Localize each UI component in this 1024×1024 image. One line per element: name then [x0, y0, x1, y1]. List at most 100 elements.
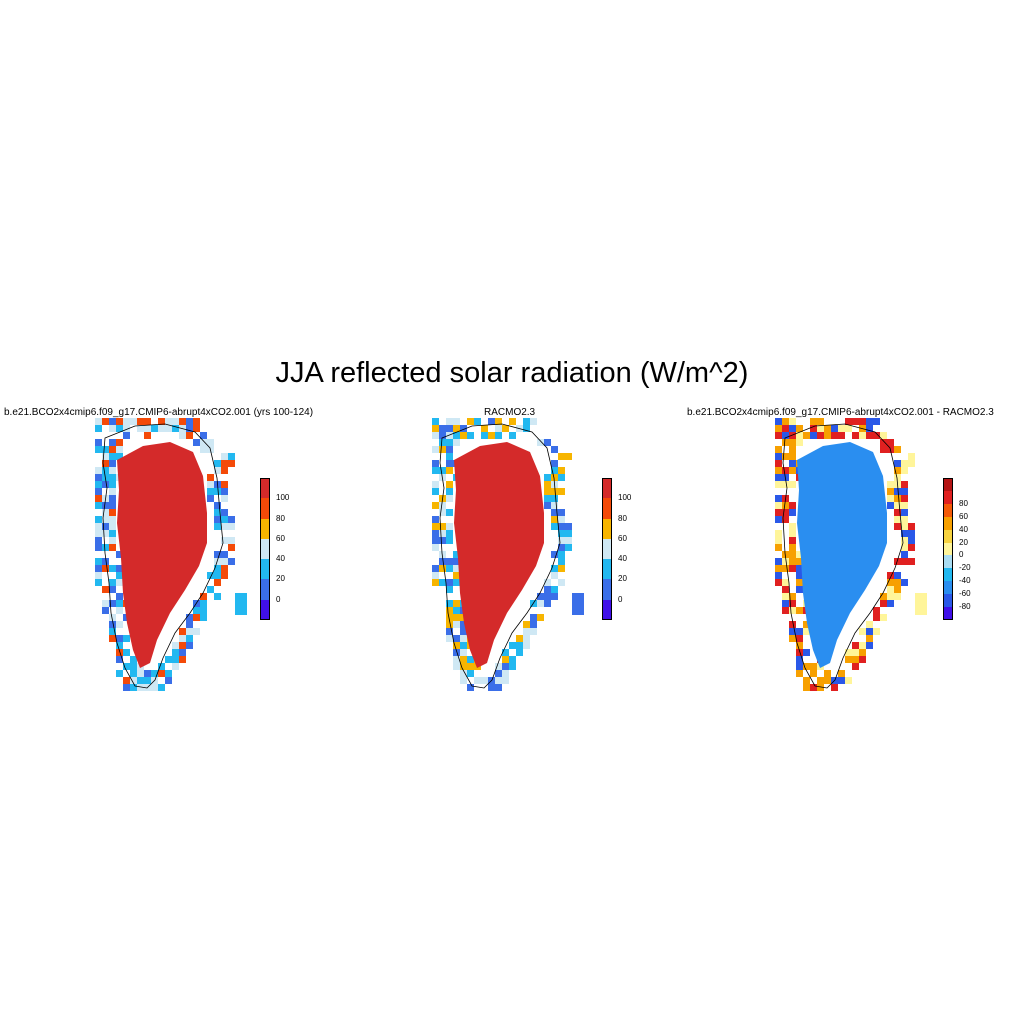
map-grid-cell — [172, 656, 179, 663]
map-grid-cell — [894, 586, 901, 593]
map-grid-cell — [221, 523, 228, 530]
map-grid-cell — [789, 432, 796, 439]
map-grid-cell — [221, 467, 228, 474]
map-grid-cell — [565, 453, 572, 460]
map-grid-cell — [109, 621, 116, 628]
map-grid-cell — [894, 572, 901, 579]
map-grid-cell — [551, 551, 558, 558]
map-grid-cell — [165, 425, 172, 432]
map-grid-cell — [186, 642, 193, 649]
colorbar-swatch — [943, 529, 953, 543]
map-grid-cell — [179, 628, 186, 635]
map-grid-cell — [894, 474, 901, 481]
map-grid-cell — [845, 418, 852, 425]
map-grid-cell — [789, 565, 796, 572]
map-grid-cell — [186, 621, 193, 628]
map-grid-cell — [544, 586, 551, 593]
map-grid-cell — [432, 530, 439, 537]
map-grid-cell — [789, 523, 796, 530]
map-grid-cell — [172, 663, 179, 670]
map-grid-cell — [158, 684, 165, 691]
map-grid-cell — [908, 530, 915, 537]
map-grid-cell — [551, 523, 558, 530]
colorbar-swatch — [943, 516, 953, 530]
map-grid-cell — [887, 481, 894, 488]
map-grid-cell — [200, 593, 207, 600]
map-grid-cell — [439, 432, 446, 439]
map-grid-cell — [509, 663, 516, 670]
map-grid-cell — [901, 488, 908, 495]
map-grid-cell — [775, 481, 782, 488]
map-grid-cell — [775, 565, 782, 572]
map-grid-cell — [901, 537, 908, 544]
colorbar-swatch — [602, 579, 612, 600]
map-grid-cell — [544, 488, 551, 495]
map-grid-cell — [102, 544, 109, 551]
map-grid-cell — [179, 418, 186, 425]
map-grid-cell — [453, 439, 460, 446]
map-grid-cell — [838, 432, 845, 439]
map-grid-cell — [439, 579, 446, 586]
map-grid-cell — [887, 586, 894, 593]
map-grid-cell — [901, 495, 908, 502]
map-grid-cell — [495, 432, 502, 439]
map-grid-cell — [116, 439, 123, 446]
map-grid-cell — [775, 516, 782, 523]
map-grid-cell — [186, 432, 193, 439]
map-grid-cell — [102, 607, 109, 614]
colorbar-swatch — [260, 599, 270, 620]
map-grid-cell — [123, 635, 130, 642]
map-grid-cell — [95, 572, 102, 579]
map-grid-cell — [894, 467, 901, 474]
map-grid-cell — [109, 460, 116, 467]
map-grid-cell — [151, 684, 158, 691]
colorbar-swatch — [260, 538, 270, 560]
panel-title-obs: RACMO2.3 — [484, 407, 536, 418]
map-grid-cell — [214, 579, 221, 586]
map-grid-cell — [789, 621, 796, 628]
map-grid-cell — [130, 670, 137, 677]
map-grid-cell — [551, 467, 558, 474]
map-grid-cell — [789, 418, 796, 425]
map-grid-cell — [530, 418, 537, 425]
map-grid-cell — [109, 474, 116, 481]
map-grid-cell — [453, 607, 460, 614]
map-grid-cell — [789, 481, 796, 488]
map-grid-cell — [446, 446, 453, 453]
map-grid-cell — [109, 439, 116, 446]
map-grid-cell — [179, 635, 186, 642]
map-grid-cell — [565, 537, 572, 544]
map-grid-cell — [866, 425, 873, 432]
map-grid-cell — [901, 460, 908, 467]
map-grid-cell — [460, 670, 467, 677]
map-grid-cell — [221, 572, 228, 579]
map-grid-cell — [446, 621, 453, 628]
map-grid-cell — [214, 572, 221, 579]
colorbar-swatch — [943, 581, 953, 595]
map-grid-cell — [565, 523, 572, 530]
colorbar-swatch — [943, 542, 953, 556]
map-grid-cell — [831, 684, 838, 691]
map-grid-cell — [95, 495, 102, 502]
map-grid-cell — [544, 439, 551, 446]
map-grid-cell — [845, 425, 852, 432]
map-grid-cell — [95, 537, 102, 544]
map-grid-cell — [523, 425, 530, 432]
map-grid-cell — [880, 439, 887, 446]
map-grid-cell — [116, 565, 123, 572]
map-grid-cell — [116, 649, 123, 656]
map-grid-cell — [803, 432, 810, 439]
map-grid-cell — [789, 509, 796, 516]
map-grid-cell — [102, 481, 109, 488]
map-grid-cell — [200, 446, 207, 453]
panel-title-model: b.e21.BCO2x4cmip6.f09_g17.CMIP6-abrupt4x… — [4, 407, 314, 418]
map-grid-cell — [130, 656, 137, 663]
colorbar-swatch — [943, 594, 953, 608]
map-grid-cell — [453, 635, 460, 642]
map-grid-cell — [95, 516, 102, 523]
map-grid-cell — [144, 418, 151, 425]
map-grid-cell — [95, 467, 102, 474]
map-grid-cell — [446, 439, 453, 446]
map-grid-cell — [894, 523, 901, 530]
